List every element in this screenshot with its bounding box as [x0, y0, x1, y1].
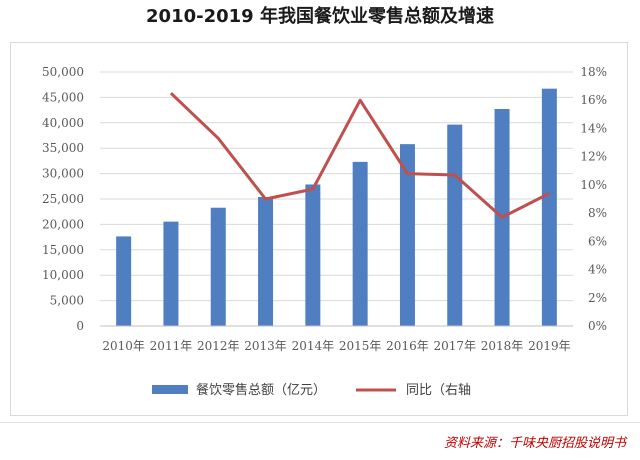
- y-left-tick-label: 50,000: [42, 65, 84, 79]
- chart-svg: 0 5,000 10,000 15,000 20,000 25,000 30,000 35,0…: [42, 65, 607, 398]
- x-tick-label: 2019年: [528, 339, 571, 353]
- x-tick-label: 2015年: [339, 339, 382, 353]
- legend-bar-label: 餐饮零售总额（亿元）: [196, 382, 326, 398]
- y-right-tick-label: 0%: [588, 319, 607, 333]
- x-tick-label: 2012年: [197, 339, 240, 353]
- bar: [541, 88, 557, 326]
- bar: [447, 124, 463, 326]
- y-right-tick-label: 6%: [588, 234, 607, 248]
- x-tick-label: 2017年: [433, 339, 476, 353]
- y-left-tick-label: 0: [76, 319, 84, 333]
- y-left-tick-label: 30,000: [42, 167, 84, 181]
- x-tick-label: 2011年: [150, 339, 193, 353]
- bar: [258, 197, 274, 326]
- y-right-tick-label: 4%: [588, 263, 607, 277]
- y-right-tick-label: 8%: [588, 206, 607, 220]
- y-left-tick-label: 45,000: [42, 90, 84, 104]
- y-right-tick-label: 12%: [580, 150, 607, 164]
- y-left-tick-label: 25,000: [42, 192, 84, 206]
- divider: [0, 422, 640, 423]
- y-right-tick-label: 14%: [580, 121, 607, 135]
- chart-title: 2010-2019 年我国餐饮业零售总额及增速: [146, 6, 494, 27]
- y-left-tick-label: 40,000: [42, 116, 84, 130]
- y-right-tick-label: 2%: [588, 291, 607, 305]
- legend-bar-swatch: [152, 385, 188, 394]
- bar: [305, 184, 321, 326]
- x-tick-label: 2014年: [292, 339, 335, 353]
- bar: [116, 236, 132, 326]
- y-left-tick-label: 10,000: [42, 268, 84, 282]
- bar: [163, 221, 179, 326]
- x-tick-label: 2013年: [244, 339, 287, 353]
- source-note: 资料来源：千味央厨招股说明书: [443, 436, 626, 451]
- y-right-tick-label: 16%: [580, 93, 607, 107]
- bar: [399, 144, 415, 326]
- y-left-tick-label: 15,000: [42, 243, 84, 257]
- bar: [352, 161, 368, 326]
- x-tick-label: 2016年: [386, 339, 429, 353]
- legend-line-label: 同比（右轴: [406, 383, 471, 398]
- y-left-tick-label: 20,000: [42, 217, 84, 231]
- x-tick-label: 2010年: [102, 339, 145, 353]
- growth-line: [169, 92, 551, 219]
- y-right-tick-label: 10%: [580, 178, 607, 192]
- y-left-tick-label: 35,000: [42, 141, 84, 155]
- chart-area: [10, 42, 628, 416]
- y-right-tick-label: 18%: [580, 65, 607, 79]
- x-tick-label: 2018年: [481, 339, 524, 353]
- bar: [210, 207, 226, 326]
- y-left-tick-label: 5,000: [50, 294, 84, 308]
